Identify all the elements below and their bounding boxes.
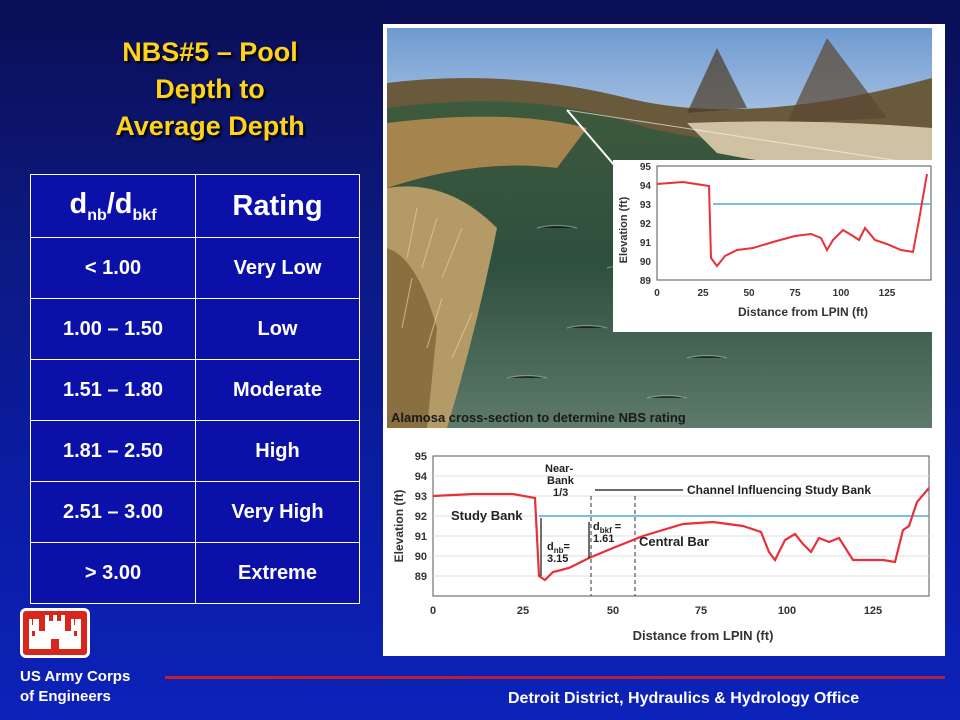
lower-xtick: 50 (607, 605, 619, 617)
lower-xlabel: Distance from LPIN (ft) (633, 628, 774, 643)
label-central-bar: Central Bar (639, 534, 709, 549)
table-row: < 1.00 Very Low (30, 237, 360, 299)
figure-panel: Elevation (ft) 95 94 93 92 91 90 89 0 25… (383, 24, 945, 656)
rating-table: dnb/dbkf Rating < 1.00 Very Low 1.00 – 1… (30, 174, 360, 604)
org-line-2: of Engineers (20, 688, 111, 705)
lower-xtick: 100 (778, 605, 796, 617)
label-dnb: dnb= (547, 541, 570, 555)
inset-profile-line (656, 173, 928, 268)
lower-ytick: 94 (415, 471, 428, 483)
row-range: > 3.00 (30, 542, 196, 604)
header-rating: Rating (195, 174, 360, 238)
row-rating: Low (195, 298, 360, 360)
table-row: > 3.00 Extreme (30, 542, 360, 604)
label-channel-influencing: Channel Influencing Study Bank (687, 483, 871, 497)
header-sub-bkf: bkf (132, 206, 157, 224)
label-near-bank-3: 1/3 (553, 487, 568, 499)
inset-xtick: 50 (743, 288, 755, 299)
inset-xtick: 0 (654, 288, 660, 299)
slide-title: NBS#5 – Pool Depth to Average Depth (60, 34, 360, 145)
title-line-2: Depth to (155, 74, 265, 104)
inset-ytick: 91 (640, 238, 652, 249)
row-range: 1.51 – 1.80 (30, 359, 196, 421)
office-name: Detroit District, Hydraulics & Hydrology… (508, 690, 860, 707)
table-row: 1.81 – 2.50 High (30, 420, 360, 482)
title-line-1: NBS#5 – Pool (122, 37, 298, 67)
table-header-row: dnb/dbkf Rating (30, 174, 360, 238)
table-row: 2.51 – 3.00 Very High (30, 481, 360, 543)
inset-ylabel: Elevation (ft) (618, 196, 630, 263)
lower-cross-section-plot: Elevation (ft) 95 94 93 92 91 90 89 0 25… (383, 442, 945, 656)
river-photo: Elevation (ft) 95 94 93 92 91 90 89 0 25… (387, 28, 932, 428)
inset-ytick: 90 (640, 257, 652, 268)
table-row: 1.51 – 1.80 Moderate (30, 359, 360, 421)
label-dbkf-value: 1.61 (593, 533, 614, 545)
row-rating: Moderate (195, 359, 360, 421)
label-dnb-value: 3.15 (547, 553, 568, 565)
lower-xtick: 0 (430, 605, 436, 617)
row-range: 1.00 – 1.50 (30, 298, 196, 360)
lower-ytick: 92 (415, 511, 427, 523)
row-rating: High (195, 420, 360, 482)
label-near-bank-2: Bank (547, 475, 575, 487)
header-sub-nb: nb (87, 206, 107, 224)
inset-ytick: 89 (640, 276, 652, 287)
inset-xtick: 25 (697, 288, 709, 299)
inset-ytick: 92 (640, 219, 652, 230)
label-dbkf: dbkf = (593, 521, 621, 535)
row-rating: Very Low (195, 237, 360, 299)
org-name: US Army Corps of Engineers (20, 667, 130, 707)
lower-ytick: 90 (415, 551, 427, 563)
org-line-1: US Army Corps (20, 668, 131, 685)
castle-icon (29, 615, 81, 649)
lower-plot-svg: Elevation (ft) 95 94 93 92 91 90 89 0 25… (392, 451, 930, 643)
lower-ylabel: Elevation (ft) (392, 490, 406, 563)
inset-xlabel: Distance from LPIN (ft) (738, 305, 868, 319)
inset-ytick: 93 (640, 200, 652, 211)
inset-ytick: 95 (640, 162, 652, 173)
table-row: 1.00 – 1.50 Low (30, 298, 360, 360)
row-rating: Very High (195, 481, 360, 543)
inset-cross-section-plot: Elevation (ft) 95 94 93 92 91 90 89 0 25… (613, 160, 932, 332)
lower-ytick: 89 (415, 571, 427, 583)
lower-profile-line (432, 487, 930, 582)
row-rating: Extreme (195, 542, 360, 604)
inset-xtick: 100 (833, 288, 850, 299)
header-ratio: dnb/dbkf (30, 174, 196, 238)
title-line-3: Average Depth (115, 111, 305, 141)
header-slash-d: /d (106, 187, 133, 220)
header-d: d (69, 187, 88, 220)
lower-ytick: 91 (415, 531, 427, 543)
inset-plot-svg: Elevation (ft) 95 94 93 92 91 90 89 0 25… (618, 162, 932, 319)
lower-ytick: 95 (415, 451, 427, 463)
figure-caption: Alamosa cross-section to determine NBS r… (391, 410, 686, 425)
lower-xtick: 25 (517, 605, 529, 617)
inset-xtick: 125 (879, 288, 896, 299)
row-range: 1.81 – 2.50 (30, 420, 196, 482)
footer-divider (165, 676, 945, 679)
inset-xtick: 75 (789, 288, 801, 299)
row-range: 2.51 – 3.00 (30, 481, 196, 543)
lower-xtick: 125 (864, 605, 882, 617)
inset-ytick: 94 (640, 181, 652, 192)
usace-castle-logo (20, 608, 90, 658)
label-study-bank: Study Bank (451, 508, 523, 523)
row-range: < 1.00 (30, 237, 196, 299)
label-near-bank-1: Near- (545, 463, 573, 475)
lower-xtick: 75 (695, 605, 707, 617)
lower-ytick: 93 (415, 491, 427, 503)
